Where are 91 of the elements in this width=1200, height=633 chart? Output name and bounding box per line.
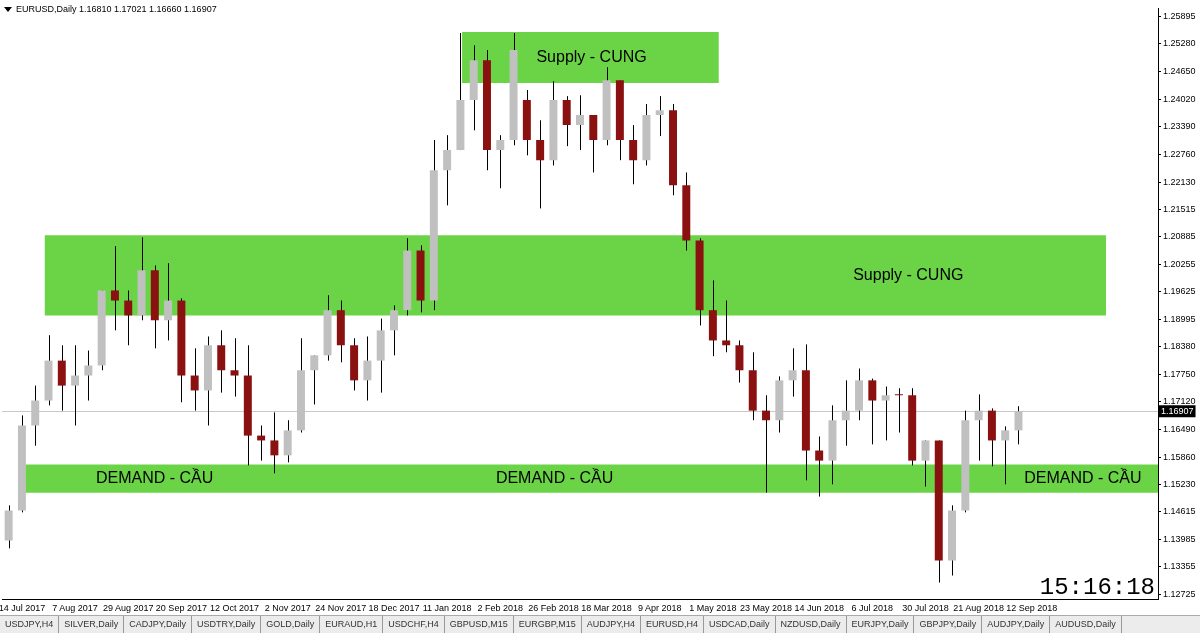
text: USDTRY,Daily xyxy=(192,616,262,633)
text: SILVER,Daily xyxy=(59,616,125,633)
text: GBPJPY,Daily xyxy=(914,616,983,633)
y-tick-label: 1.13985 xyxy=(1163,533,1196,544)
chart-title: EURUSD,Daily 1.16810 1.17021 1.16660 1.16907 xyxy=(16,4,217,14)
y-tick-label: 1.22130 xyxy=(1163,176,1196,187)
x-tick-label: 29 Aug 2017 xyxy=(102,603,154,614)
candlestick xyxy=(815,435,824,498)
x-tick-label: 20 Sep 2017 xyxy=(155,603,207,614)
candlestick xyxy=(1001,425,1010,485)
y-tick-label: 1.14615 xyxy=(1163,506,1196,517)
x-tick-label: 11 Jan 2018 xyxy=(422,603,472,614)
candlestick xyxy=(84,350,93,402)
band-label: Supply - CUNG xyxy=(536,47,647,65)
y-tick-label: 1.25895 xyxy=(1163,11,1196,22)
candlestick xyxy=(576,94,584,151)
x-tick-label: 14 Jun 2018 xyxy=(794,603,844,614)
x-tick-label: 12 Oct 2017 xyxy=(210,603,260,614)
annotation: DEMAND - CẦU xyxy=(1024,468,1142,486)
x-tick-label: 26 Feb 2018 xyxy=(528,603,579,614)
candlestick xyxy=(443,134,452,206)
x-tick-label: 2 Feb 2018 xyxy=(477,603,524,614)
candlestick xyxy=(894,387,903,434)
y-tick-label: 1.12725 xyxy=(1163,589,1196,600)
text: USDCAD,Daily xyxy=(704,616,776,633)
text: AUDJPY,Daily xyxy=(982,616,1051,633)
text: USDJPY,H4 xyxy=(0,616,60,633)
x-tick-label: 21 Aug 2018 xyxy=(953,603,1004,614)
x-tick-label: 9 Apr 2018 xyxy=(637,603,682,614)
y-tick-label: 1.16490 xyxy=(1163,423,1196,434)
y-tick-label: 1.15230 xyxy=(1163,479,1196,490)
candlestick xyxy=(310,354,319,405)
y-tick-label: 1.20255 xyxy=(1163,258,1196,269)
candlestick xyxy=(921,439,930,487)
candlestick xyxy=(496,134,505,189)
y-tick-label: 1.18995 xyxy=(1163,314,1196,325)
text: AUDUSD,Daily xyxy=(1050,616,1122,633)
annotation: 15:16:18 xyxy=(1039,574,1155,602)
text: GOLD,Daily xyxy=(261,616,321,633)
candlestick xyxy=(788,347,797,398)
text: EURUSD,H4 xyxy=(641,616,705,633)
y-tick-label: 1.18380 xyxy=(1163,341,1196,352)
y-tick-label: 1.17750 xyxy=(1163,368,1196,379)
candlestick xyxy=(722,300,731,353)
y-tick-label: 1.21515 xyxy=(1163,203,1196,214)
candlestick xyxy=(230,337,239,398)
candlestick xyxy=(536,119,545,209)
text: EURJPY,Daily xyxy=(846,616,915,633)
y-tick-label: 1.25280 xyxy=(1163,38,1196,49)
x-tick-label: 18 Dec 2017 xyxy=(368,603,420,614)
x-tick-label: 7 Aug 2017 xyxy=(52,603,98,614)
x-tick-label: 23 May 2018 xyxy=(740,603,793,614)
y-tick-label: 1.19625 xyxy=(1163,286,1196,297)
candlestick xyxy=(762,394,771,494)
y-tick-label: 1.13355 xyxy=(1163,561,1196,572)
x-tick-label: 2 Nov 2017 xyxy=(264,603,311,614)
candlestick xyxy=(629,124,638,185)
y-tick-label: 1.24650 xyxy=(1163,66,1196,77)
candlestick xyxy=(868,378,877,445)
ref-line-label: 1.16907 xyxy=(1161,405,1194,416)
x-tick-label: 14 Jul 2017 xyxy=(0,603,46,614)
x-tick-label: 1 May 2018 xyxy=(689,603,737,614)
band-label: Supply - CUNG xyxy=(853,265,964,283)
text: USDCHF,H4 xyxy=(383,616,445,633)
x-tick-label: 18 Mar 2018 xyxy=(581,603,632,614)
y-tick-label: 1.24020 xyxy=(1163,93,1196,104)
y-tick-label: 1.23390 xyxy=(1163,121,1196,132)
candlestick xyxy=(124,289,133,346)
candlestick xyxy=(110,245,119,331)
y-tick-label: 1.20885 xyxy=(1163,231,1196,242)
annotation: DEMAND - CẦU xyxy=(495,468,614,486)
text: EURGBP,M15 xyxy=(513,616,582,633)
candlestick xyxy=(363,335,372,402)
x-tick-label: 6 Jul 2018 xyxy=(851,603,894,614)
x-tick-label: 12 Sep 2018 xyxy=(1006,603,1058,614)
candlestick xyxy=(190,347,199,412)
text: EURAUD,H1 xyxy=(320,616,384,633)
candlestick xyxy=(164,262,173,341)
y-tick-label: 1.15860 xyxy=(1163,451,1196,462)
x-tick-label: 30 Jul 2018 xyxy=(902,603,949,614)
y-tick-label: 1.17120 xyxy=(1163,396,1196,407)
text: NZDUSD,Daily xyxy=(775,616,847,633)
candlestick xyxy=(655,95,664,137)
candlestick xyxy=(270,411,279,474)
band-label: DEMAND - CẦU xyxy=(95,468,214,486)
text: AUDJPY,H4 xyxy=(581,616,642,633)
y-tick-label: 1.22760 xyxy=(1163,148,1196,159)
text: CADJPY,Daily xyxy=(124,616,193,633)
x-tick-label: 24 Nov 2017 xyxy=(315,603,367,614)
candlestick xyxy=(389,304,398,356)
text: GBPUSD,M15 xyxy=(444,616,514,633)
